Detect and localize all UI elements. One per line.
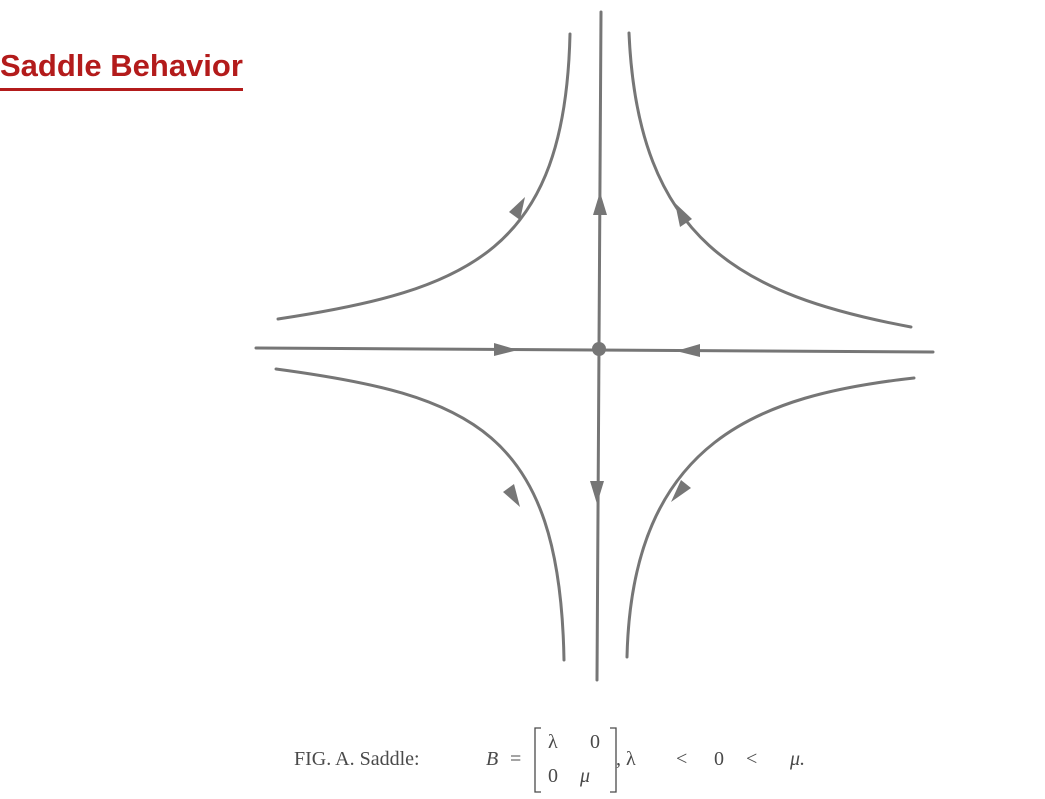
- trajectory-lower-right: [625, 376, 916, 659]
- caption-prefix: FIG. A. Saddle:: [294, 748, 420, 770]
- matrix-left-bracket: [534, 727, 541, 793]
- caption-equals: =: [510, 748, 521, 770]
- slide-title: Saddle Behavior: [0, 46, 243, 91]
- equilibrium-point: [592, 342, 606, 356]
- caption-condition-rhs: μ.: [789, 748, 805, 770]
- arrow-upper-left: [509, 197, 525, 220]
- arrow-left-axis: [494, 343, 518, 356]
- arrow-lower-right: [671, 480, 691, 502]
- arrow-lower-left: [503, 484, 520, 507]
- arrow-upper-right: [675, 203, 692, 227]
- caption-matrix-symbol: B: [486, 748, 498, 770]
- trajectory-upper-left: [276, 32, 572, 321]
- matrix-row2-col2: μ: [579, 765, 590, 787]
- matrix-row1-col1: λ: [548, 731, 558, 753]
- caption-condition-lhs: , λ: [616, 748, 636, 770]
- caption-less-than-1: <: [676, 748, 687, 770]
- figure-caption: FIG. A. Saddle: B = λ 0 0 μ , λ < 0 < μ.: [294, 727, 805, 793]
- trajectory-upper-right: [627, 31, 913, 329]
- caption-less-than-2: <: [746, 748, 757, 770]
- trajectory-lower-left: [274, 367, 566, 662]
- caption-zero: 0: [714, 748, 724, 770]
- matrix-right-bracket: [610, 727, 617, 793]
- arrow-up-axis: [593, 192, 607, 215]
- arrow-right-axis: [676, 344, 700, 357]
- arrow-down-axis: [590, 481, 604, 504]
- matrix-row1-col2: 0: [590, 731, 600, 753]
- matrix-row2-col1: 0: [548, 765, 558, 787]
